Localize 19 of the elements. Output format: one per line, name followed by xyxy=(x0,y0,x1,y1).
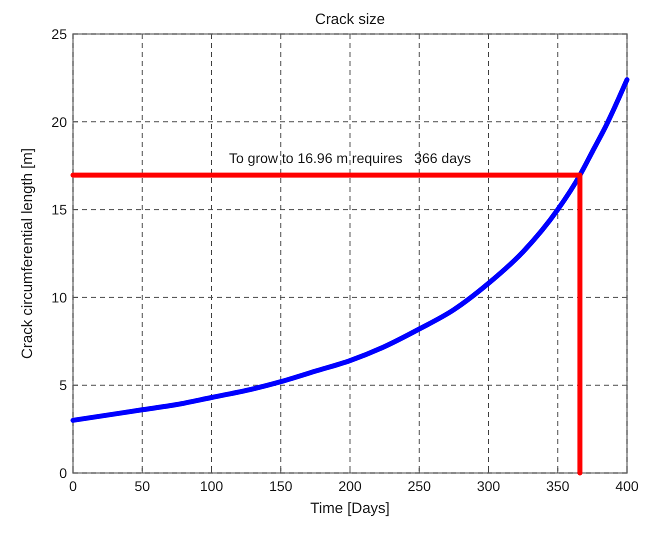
x-tick-label: 100 xyxy=(200,478,224,494)
y-tick-label: 0 xyxy=(59,465,68,481)
x-tick-label: 400 xyxy=(615,478,639,494)
y-axis-title: Crack circumferential length [m] xyxy=(19,148,36,359)
y-tick-label: 5 xyxy=(59,377,68,394)
x-tick-label: 200 xyxy=(338,478,362,494)
x-tick-label: 250 xyxy=(408,478,432,494)
annotation: To grow to 16.96 m requires 366 days xyxy=(228,150,472,166)
x-tick-label: 350 xyxy=(546,478,570,494)
chart-title: Crack size xyxy=(314,11,386,28)
x-tick-label: 50 xyxy=(134,478,150,494)
x-axis-title: Time [Days] xyxy=(310,500,390,517)
y-tick-label: 15 xyxy=(51,202,68,218)
x-tick-label: 300 xyxy=(476,478,500,494)
y-tick-label: 25 xyxy=(51,26,68,42)
y-tick-label: 10 xyxy=(51,289,68,306)
x-tick-label: 150 xyxy=(269,478,293,494)
y-tick-label: 20 xyxy=(51,114,68,130)
x-tick-label: 0 xyxy=(69,478,78,494)
